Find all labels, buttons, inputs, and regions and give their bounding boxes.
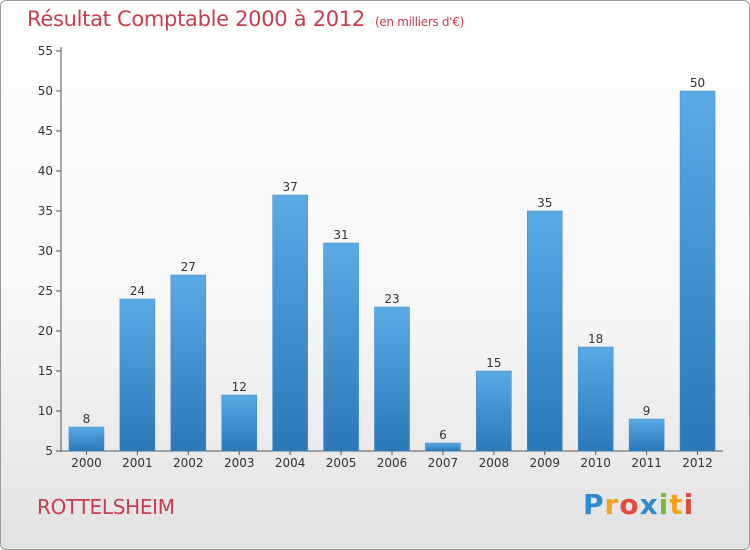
bar-2006: [374, 306, 410, 452]
bar-2004: [272, 194, 308, 452]
data-label-2011: 9: [643, 404, 651, 418]
proxiti-logo[interactable]: Proxiti: [583, 488, 694, 521]
x-tick-label-2005: 2005: [326, 456, 357, 470]
x-tick-label-2003: 2003: [224, 456, 255, 470]
data-label-2000: 8: [83, 412, 91, 426]
x-tick-label-2001: 2001: [122, 456, 153, 470]
x-tick-label-2007: 2007: [428, 456, 459, 470]
bar-2005: [323, 242, 359, 452]
data-label-2009: 35: [537, 196, 552, 210]
bar-2007: [425, 442, 461, 452]
logo-letter: o: [619, 488, 640, 521]
y-tick-label: 45: [38, 124, 53, 138]
logo-letter: P: [583, 488, 605, 521]
chart-title-text: Résultat Comptable 2000 à 2012: [27, 7, 365, 31]
x-tick-label-2010: 2010: [580, 456, 611, 470]
x-tick-label-2012: 2012: [682, 456, 713, 470]
logo-letter: t: [669, 488, 684, 521]
bar-2010: [577, 346, 614, 452]
chart-title: Résultat Comptable 2000 à 2012 (en millie…: [27, 7, 464, 31]
x-tick-label-2000: 2000: [71, 456, 102, 470]
y-tick-label: 5: [45, 444, 53, 458]
x-tick-label-2006: 2006: [377, 456, 408, 470]
city-name: ROTTELSHEIM: [37, 495, 175, 519]
y-tick-label: 55: [38, 44, 53, 58]
logo-letter: r: [604, 488, 620, 521]
x-tick-label-2002: 2002: [173, 456, 204, 470]
bar-2003: [221, 394, 257, 452]
bar-2001: [119, 298, 156, 452]
logo-letter: i: [658, 488, 670, 521]
y-tick-label: 40: [38, 164, 53, 178]
x-tick-label-2009: 2009: [529, 456, 560, 470]
data-label-2003: 12: [232, 380, 247, 394]
x-tick-label-2008: 2008: [479, 456, 510, 470]
bar-2000: [68, 426, 105, 452]
x-tick-label-2004: 2004: [275, 456, 306, 470]
logo-letter: i: [683, 488, 695, 521]
data-label-2004: 37: [283, 180, 298, 194]
bar-2009: [527, 210, 563, 452]
y-tick-label: 15: [38, 364, 53, 378]
x-tick-label-2011: 2011: [631, 456, 662, 470]
logo-letter: x: [639, 488, 659, 521]
y-tick-label: 10: [38, 404, 53, 418]
y-tick-label: 50: [38, 84, 53, 98]
data-label-2007: 6: [439, 428, 447, 442]
y-tick-label: 30: [38, 244, 53, 258]
chart-subtitle: (en milliers d'€): [374, 15, 464, 29]
bar-2002: [170, 274, 207, 452]
y-tick-label: 20: [38, 324, 53, 338]
data-label-2002: 27: [181, 260, 196, 274]
bar-2008: [476, 370, 512, 452]
y-tick-label: 25: [38, 284, 53, 298]
y-tick-label: 35: [38, 204, 53, 218]
data-label-2010: 18: [588, 332, 603, 346]
data-label-2005: 31: [333, 228, 348, 242]
data-label-2006: 23: [384, 292, 399, 306]
data-label-2008: 15: [486, 356, 501, 370]
data-label-2012: 50: [690, 76, 705, 90]
data-label-2001: 24: [130, 284, 145, 298]
bar-2011: [628, 418, 665, 452]
bar-2012: [679, 90, 716, 452]
